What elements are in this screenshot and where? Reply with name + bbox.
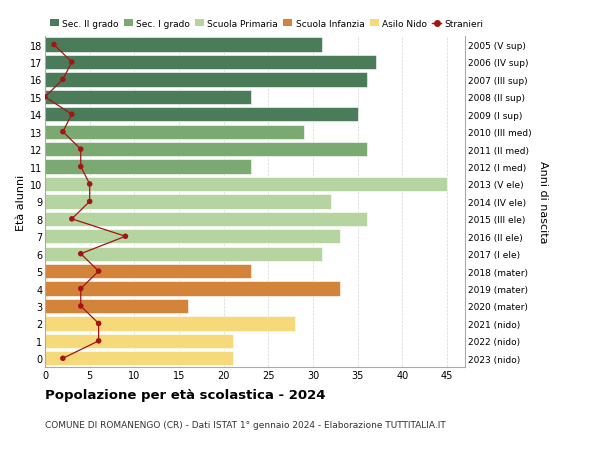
- Bar: [45, 230, 340, 244]
- Point: [49, 42, 59, 49]
- Bar: [45, 264, 251, 279]
- Bar: [45, 178, 447, 192]
- Y-axis label: Anni di nascita: Anni di nascita: [538, 161, 548, 243]
- Bar: [45, 56, 376, 70]
- Bar: [45, 247, 322, 261]
- Point: [94, 320, 103, 327]
- Point: [121, 233, 130, 241]
- Bar: [45, 38, 322, 52]
- Point: [67, 59, 77, 67]
- Point: [94, 337, 103, 345]
- Point: [58, 77, 68, 84]
- Point: [40, 94, 50, 101]
- Bar: [45, 282, 340, 296]
- Point: [58, 129, 68, 136]
- Point: [85, 198, 94, 206]
- Bar: [45, 160, 251, 174]
- Bar: [45, 108, 358, 122]
- Bar: [45, 143, 367, 157]
- Point: [58, 355, 68, 362]
- Bar: [45, 299, 188, 313]
- Point: [94, 268, 103, 275]
- Point: [76, 285, 86, 292]
- Bar: [45, 125, 304, 140]
- Bar: [45, 73, 367, 87]
- Bar: [45, 317, 295, 331]
- Point: [76, 146, 86, 153]
- Point: [76, 163, 86, 171]
- Y-axis label: Età alunni: Età alunni: [16, 174, 26, 230]
- Bar: [45, 212, 367, 226]
- Point: [76, 251, 86, 258]
- Legend: Sec. II grado, Sec. I grado, Scuola Primaria, Scuola Infanzia, Asilo Nido, Stran: Sec. II grado, Sec. I grado, Scuola Prim…: [50, 20, 484, 29]
- Point: [85, 181, 94, 188]
- Point: [67, 112, 77, 119]
- Bar: [45, 352, 233, 366]
- Text: COMUNE DI ROMANENGO (CR) - Dati ISTAT 1° gennaio 2024 - Elaborazione TUTTITALIA.: COMUNE DI ROMANENGO (CR) - Dati ISTAT 1°…: [45, 420, 446, 429]
- Bar: [45, 195, 331, 209]
- Bar: [45, 90, 251, 105]
- Point: [67, 216, 77, 223]
- Bar: [45, 334, 233, 348]
- Text: Popolazione per età scolastica - 2024: Popolazione per età scolastica - 2024: [45, 388, 325, 401]
- Point: [76, 302, 86, 310]
